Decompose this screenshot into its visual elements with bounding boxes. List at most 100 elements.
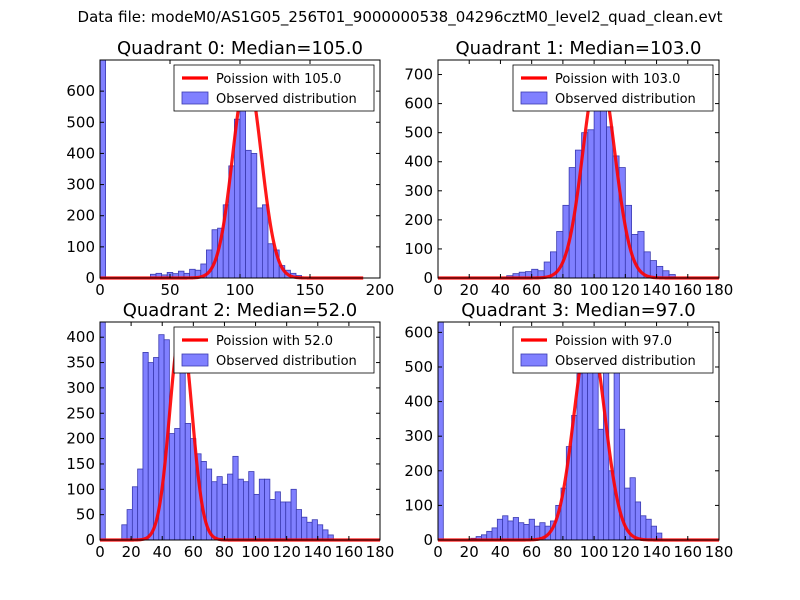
x-tick-label: 150	[296, 281, 325, 299]
histogram-bar	[232, 455, 239, 541]
histogram-bar	[634, 501, 642, 541]
histogram-bar	[576, 373, 583, 541]
histogram-bar	[518, 522, 525, 541]
subplot-quadrant-0: 0 50 100 150 200 0 100 200 300 400 500 600 Quadrant …	[66, 38, 394, 299]
histogram-bar	[290, 488, 297, 541]
histogram-bar	[184, 422, 191, 541]
x-tick-label: 0	[433, 281, 443, 299]
axes-frame	[99, 321, 381, 541]
histogram-bar	[523, 524, 530, 541]
legend-patch-swatch	[181, 91, 209, 105]
y-tick-label: 50	[76, 506, 95, 524]
x-tick-label: 120	[272, 543, 301, 561]
legend-label-observed: Observed distribution	[555, 354, 696, 369]
legend: Poission with 103.0 Observed distribution	[512, 64, 714, 112]
legend-label-poisson: Poission with 52.0	[216, 334, 333, 349]
histogram-bar	[306, 521, 313, 541]
y-tick-label: 300	[404, 182, 433, 200]
x-tick-label: 0	[433, 543, 443, 561]
histogram-bar	[243, 481, 250, 541]
y-tick-label: 200	[66, 430, 95, 448]
histogram-bar	[311, 519, 318, 541]
x-tick-label: 80	[553, 281, 572, 299]
x-tick-label: 100	[580, 543, 609, 561]
histogram-bar	[250, 153, 258, 279]
y-tick-label: 250	[66, 404, 95, 422]
y-tick-label: 300	[404, 427, 433, 445]
y-tick-label: 600	[404, 95, 433, 113]
y-tick-label: 400	[404, 393, 433, 411]
subplot-title: Quadrant 1: Median=103.0	[456, 38, 702, 59]
y-tick-label: 400	[66, 328, 95, 346]
histogram-bar	[507, 520, 514, 541]
x-tick-label: 20	[122, 543, 141, 561]
y-tick-label: 100	[404, 496, 433, 514]
x-tick-label: 160	[673, 281, 702, 299]
histogram-bar	[126, 509, 133, 541]
x-tick-label: 100	[226, 281, 255, 299]
x-tick-label: 160	[335, 543, 364, 561]
histogram-bar	[267, 243, 274, 279]
y-tick-label: 100	[66, 480, 95, 498]
x-tick-label: 120	[611, 543, 640, 561]
legend: Poission with 52.0 Observed distribution	[173, 326, 375, 374]
x-tick-label: 160	[673, 543, 702, 561]
histogram-bar	[491, 527, 498, 541]
x-tick-label: 40	[491, 281, 510, 299]
histogram-bar	[274, 491, 281, 541]
y-tick-label: 500	[66, 113, 95, 131]
histogram-bar	[211, 481, 218, 541]
x-tick-label: 60	[184, 543, 203, 561]
histogram-bar	[269, 499, 276, 541]
subplot-quadrant-2: 0 20 40 60 80 100 120 140 160 1800501001502002503…	[66, 300, 394, 561]
legend-patch-swatch	[181, 353, 209, 367]
histogram-bar	[221, 483, 228, 541]
histogram-bar	[147, 362, 154, 541]
histogram-bar	[174, 428, 181, 541]
x-tick-label: 180	[705, 281, 734, 299]
y-tick-label: 600	[404, 323, 433, 341]
subplot-title: Quadrant 0: Median=105.0	[117, 38, 363, 59]
histogram-bar	[239, 100, 246, 279]
histogram-bar	[253, 493, 260, 541]
histogram-bar	[437, 321, 444, 541]
histogram-bar	[168, 433, 176, 541]
y-tick-label: 0	[85, 531, 95, 549]
y-tick-label: 150	[66, 455, 95, 473]
axes-frame	[437, 321, 720, 541]
legend: Poission with 97.0 Observed distribution	[512, 326, 714, 374]
x-tick-label: 100	[580, 281, 609, 299]
x-tick-label: 50	[160, 281, 179, 299]
histogram-bar	[649, 260, 657, 279]
axes-frame	[437, 59, 720, 279]
histogram-bar	[613, 366, 620, 541]
histogram-bar	[216, 476, 223, 541]
histogram-bar	[599, 103, 607, 279]
legend-patch-swatch	[520, 353, 548, 367]
y-tick-label: 100	[66, 238, 95, 256]
histogram-bar	[512, 517, 519, 541]
y-tick-label: 0	[85, 269, 95, 287]
legend-label-poisson: Poission with 103.0	[555, 72, 680, 87]
histogram-bar	[264, 478, 271, 541]
x-tick-label: 20	[460, 543, 479, 561]
y-tick-label: 600	[66, 82, 95, 100]
y-tick-label: 400	[404, 153, 433, 171]
subplot-quadrant-3: 0 20 40 60 80 100 120 140 160 1800100200300400500…	[404, 300, 733, 561]
y-tick-label: 300	[66, 379, 95, 397]
legend-patch-swatch	[520, 91, 548, 105]
x-tick-label: 140	[642, 543, 671, 561]
x-tick-label: 20	[460, 281, 479, 299]
histogram-bar	[285, 501, 292, 541]
y-tick-label: 400	[66, 144, 95, 162]
histogram-bar	[645, 518, 652, 541]
histogram-bar	[280, 501, 287, 541]
legend-label-poisson: Poission with 97.0	[555, 334, 672, 349]
y-tick-label: 500	[404, 358, 433, 376]
y-tick-label: 350	[66, 354, 95, 372]
x-tick-label: 40	[491, 543, 510, 561]
histogram-bar	[99, 321, 106, 541]
x-tick-label: 140	[642, 281, 671, 299]
x-tick-label: 60	[522, 543, 541, 561]
